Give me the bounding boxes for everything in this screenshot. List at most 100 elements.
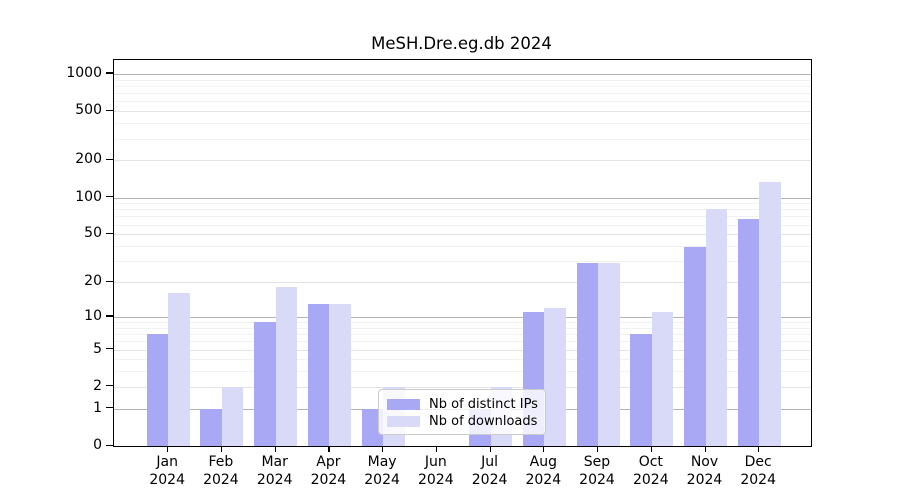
bar-distinct-ips-apr bbox=[307, 303, 330, 446]
x-tick-label-jul: Jul 2024 bbox=[471, 454, 508, 488]
legend-label-distinct-ips: Nb of distinct IPs bbox=[429, 396, 538, 412]
y-tick-label-1: 1 bbox=[93, 399, 102, 416]
bar-distinct-ips-jan bbox=[146, 334, 169, 446]
y-tick-label-5: 5 bbox=[93, 340, 102, 357]
gridline-100 bbox=[114, 197, 811, 199]
y-tick-mark-1000 bbox=[106, 72, 113, 74]
legend-swatch-distinct-ips bbox=[387, 398, 420, 410]
gridline-3 bbox=[114, 371, 811, 373]
gridline-40 bbox=[114, 246, 811, 247]
gridline-8 bbox=[114, 327, 811, 329]
x-tick-mark-oct bbox=[650, 446, 652, 452]
bar-distinct-ips-dec bbox=[737, 218, 760, 446]
y-tick-mark-200 bbox=[106, 158, 113, 161]
x-tick-label-nov: Nov 2024 bbox=[686, 454, 723, 488]
gridline-6 bbox=[114, 341, 811, 343]
legend-label-downloads: Nb of downloads bbox=[429, 413, 538, 429]
x-tick-label-jan: Jan 2024 bbox=[149, 454, 185, 488]
x-tick-label-feb: Feb 2024 bbox=[203, 454, 239, 488]
gridline-400 bbox=[114, 123, 811, 125]
x-tick-mark-may bbox=[382, 446, 384, 452]
x-tick-label-oct: Oct 2024 bbox=[632, 454, 669, 488]
x-tick-label-sep: Sep 2024 bbox=[579, 454, 615, 488]
x-tick-mark-jan bbox=[167, 446, 169, 452]
bar-downloads-feb bbox=[221, 386, 244, 446]
y-tick-label-2: 2 bbox=[93, 377, 102, 394]
gridline-20 bbox=[114, 282, 811, 283]
y-tick-mark-5 bbox=[106, 348, 113, 350]
x-tick-mark-apr bbox=[328, 446, 330, 452]
gridline-30 bbox=[114, 261, 811, 263]
gridline-500 bbox=[114, 111, 811, 113]
legend: Nb of distinct IPs Nb of downloads bbox=[378, 389, 546, 435]
y-tick-mark-1 bbox=[106, 407, 113, 409]
y-tick-mark-20 bbox=[106, 280, 113, 282]
y-tick-label-20: 20 bbox=[84, 273, 102, 289]
gridline-4 bbox=[114, 359, 811, 361]
bar-distinct-ips-oct bbox=[630, 334, 652, 446]
gridline-900 bbox=[114, 79, 811, 81]
x-tick-mark-jun bbox=[435, 446, 437, 452]
chart-title: MeSH.Dre.eg.db 2024 bbox=[371, 34, 552, 53]
bar-downloads-apr bbox=[329, 303, 351, 446]
x-tick-mark-dec bbox=[758, 446, 760, 452]
gridline-1000 bbox=[114, 73, 811, 75]
gridline-70 bbox=[114, 216, 811, 218]
y-tick-label-500: 500 bbox=[75, 102, 102, 119]
x-tick-label-aug: Aug 2024 bbox=[525, 454, 562, 488]
bar-distinct-ips-feb bbox=[200, 408, 222, 446]
y-tick-mark-2 bbox=[106, 385, 113, 387]
bar-downloads-oct bbox=[651, 312, 674, 446]
gridline-50 bbox=[114, 234, 811, 236]
y-tick-mark-500 bbox=[106, 109, 113, 111]
y-tick-label-200: 200 bbox=[75, 151, 102, 168]
bar-downloads-mar bbox=[275, 287, 298, 446]
gridline-80 bbox=[114, 209, 811, 211]
legend-swatch-downloads bbox=[387, 415, 420, 427]
gridline-10 bbox=[114, 316, 811, 318]
x-tick-label-dec: Dec 2024 bbox=[740, 454, 776, 488]
bar-downloads-sep bbox=[598, 262, 620, 446]
x-tick-mark-aug bbox=[543, 446, 545, 452]
gridline-800 bbox=[114, 85, 811, 87]
bar-downloads-dec bbox=[759, 181, 781, 446]
bar-distinct-ips-nov bbox=[684, 247, 706, 446]
x-tick-label-apr: Apr 2024 bbox=[310, 454, 347, 488]
gridline-2 bbox=[114, 386, 811, 388]
y-tick-mark-100 bbox=[106, 196, 113, 198]
bar-distinct-ips-sep bbox=[576, 262, 598, 446]
x-tick-mark-nov bbox=[704, 446, 706, 452]
x-tick-mark-jul bbox=[489, 446, 491, 452]
x-tick-label-mar: Mar 2024 bbox=[256, 454, 293, 488]
gridline-300 bbox=[114, 138, 811, 140]
gridline-90 bbox=[114, 203, 811, 205]
y-tick-mark-10 bbox=[106, 315, 113, 317]
y-tick-mark-0 bbox=[106, 444, 113, 446]
bar-downloads-nov bbox=[705, 209, 727, 446]
gridline-7 bbox=[114, 334, 811, 335]
x-tick-mark-feb bbox=[220, 446, 223, 452]
gridline-9 bbox=[114, 322, 811, 323]
gridline-600 bbox=[114, 101, 811, 103]
bar-distinct-ips-may bbox=[361, 408, 384, 446]
gridline-60 bbox=[114, 224, 811, 226]
legend-item-distinct-ips: Nb of distinct IPs bbox=[387, 396, 538, 412]
x-tick-label-may: May 2024 bbox=[364, 454, 400, 488]
y-tick-label-10: 10 bbox=[84, 307, 102, 324]
x-tick-label-jun: Jun 2024 bbox=[417, 454, 454, 488]
gridline-5 bbox=[114, 349, 811, 351]
y-tick-mark-50 bbox=[106, 232, 113, 234]
gridline-700 bbox=[114, 93, 811, 95]
bar-downloads-jan bbox=[168, 293, 190, 446]
y-tick-label-0: 0 bbox=[93, 437, 102, 453]
legend-item-downloads: Nb of downloads bbox=[387, 413, 537, 429]
y-tick-label-100: 100 bbox=[75, 188, 102, 205]
bar-distinct-ips-mar bbox=[254, 322, 276, 446]
gridline-200 bbox=[114, 160, 811, 162]
y-tick-label-50: 50 bbox=[84, 225, 102, 242]
bar-downloads-aug bbox=[544, 307, 566, 446]
y-tick-label-1000: 1000 bbox=[66, 64, 102, 81]
x-tick-mark-sep bbox=[597, 446, 599, 452]
x-tick-mark-mar bbox=[274, 446, 276, 452]
